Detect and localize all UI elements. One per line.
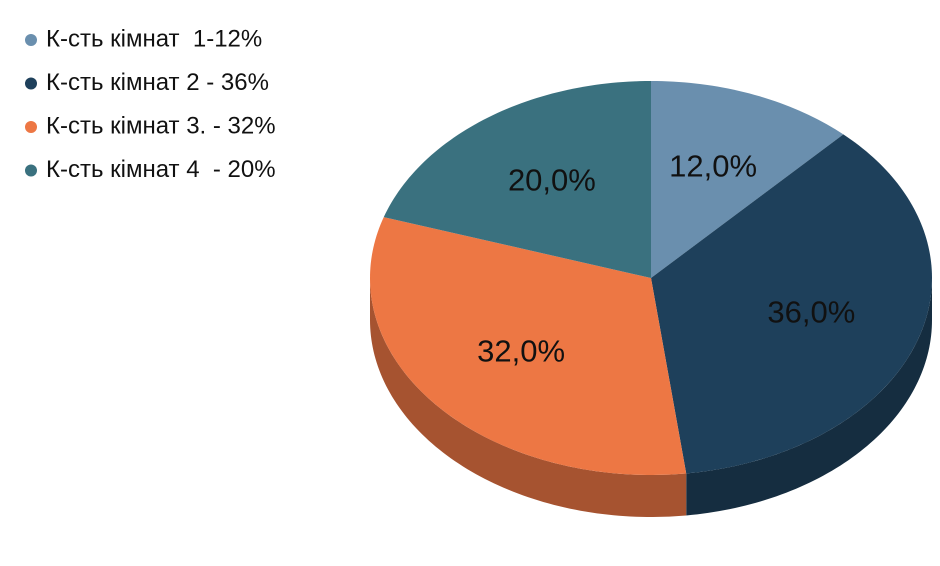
slice-side: [370, 278, 687, 517]
slice-side: [686, 278, 932, 516]
legend-label: К-сть кімнат 4 - 20%: [46, 156, 276, 183]
value-label: 12,0%: [669, 148, 757, 183]
slice: [651, 81, 844, 278]
legend-marker: [25, 164, 37, 177]
legend-label: К-сть кімнат 1-12%: [46, 25, 262, 52]
legend-marker: [25, 34, 37, 46]
legend-marker: [25, 121, 37, 133]
legend-marker: [25, 77, 37, 90]
slice: [370, 217, 687, 475]
legend-label: К-сть кімнат 3. - 32%: [46, 112, 276, 139]
legend-label: К-сть кімнат 2 - 36%: [46, 69, 269, 96]
value-label: 20,0%: [508, 163, 596, 198]
slice: [383, 81, 651, 278]
slice: [651, 134, 932, 474]
value-label: 36,0%: [767, 295, 855, 330]
value-label: 32,0%: [477, 334, 565, 369]
